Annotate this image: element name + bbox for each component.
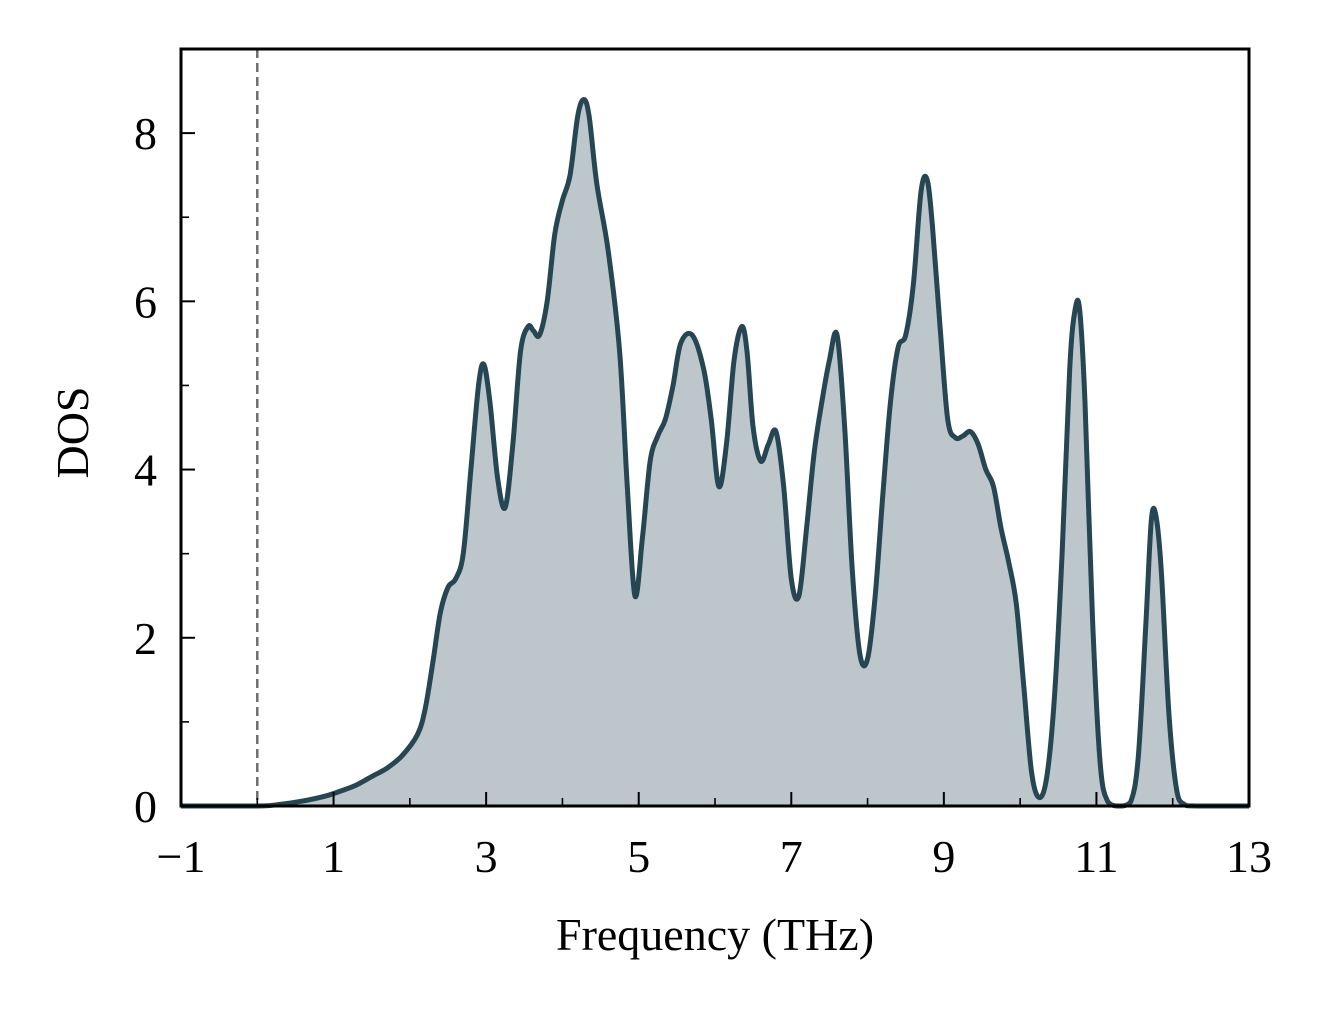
y-tick-label: 8 — [134, 108, 157, 159]
x-tick-label: 13 — [1226, 831, 1272, 882]
y-tick-label: 0 — [134, 781, 157, 832]
x-tick-label: 11 — [1074, 831, 1118, 882]
plot-area — [181, 49, 1249, 809]
x-tick-label: 3 — [475, 831, 498, 882]
x-tick-label: 5 — [627, 831, 650, 882]
dos-fill-area — [181, 99, 1249, 807]
x-tick-label: 1 — [322, 831, 345, 882]
y-tick-label: 6 — [134, 276, 157, 327]
y-axis-label: DOS — [47, 386, 98, 478]
x-tick-label: 9 — [932, 831, 955, 882]
x-tick-label: 7 — [780, 831, 803, 882]
plot-frame — [179, 47, 1251, 808]
y-tick-label: 2 — [134, 613, 157, 664]
y-tick-label: 4 — [134, 445, 157, 496]
x-tick-label: −1 — [157, 831, 206, 882]
dos-curve — [181, 96, 1249, 809]
x-axis-label: Frequency (THz) — [556, 909, 874, 960]
